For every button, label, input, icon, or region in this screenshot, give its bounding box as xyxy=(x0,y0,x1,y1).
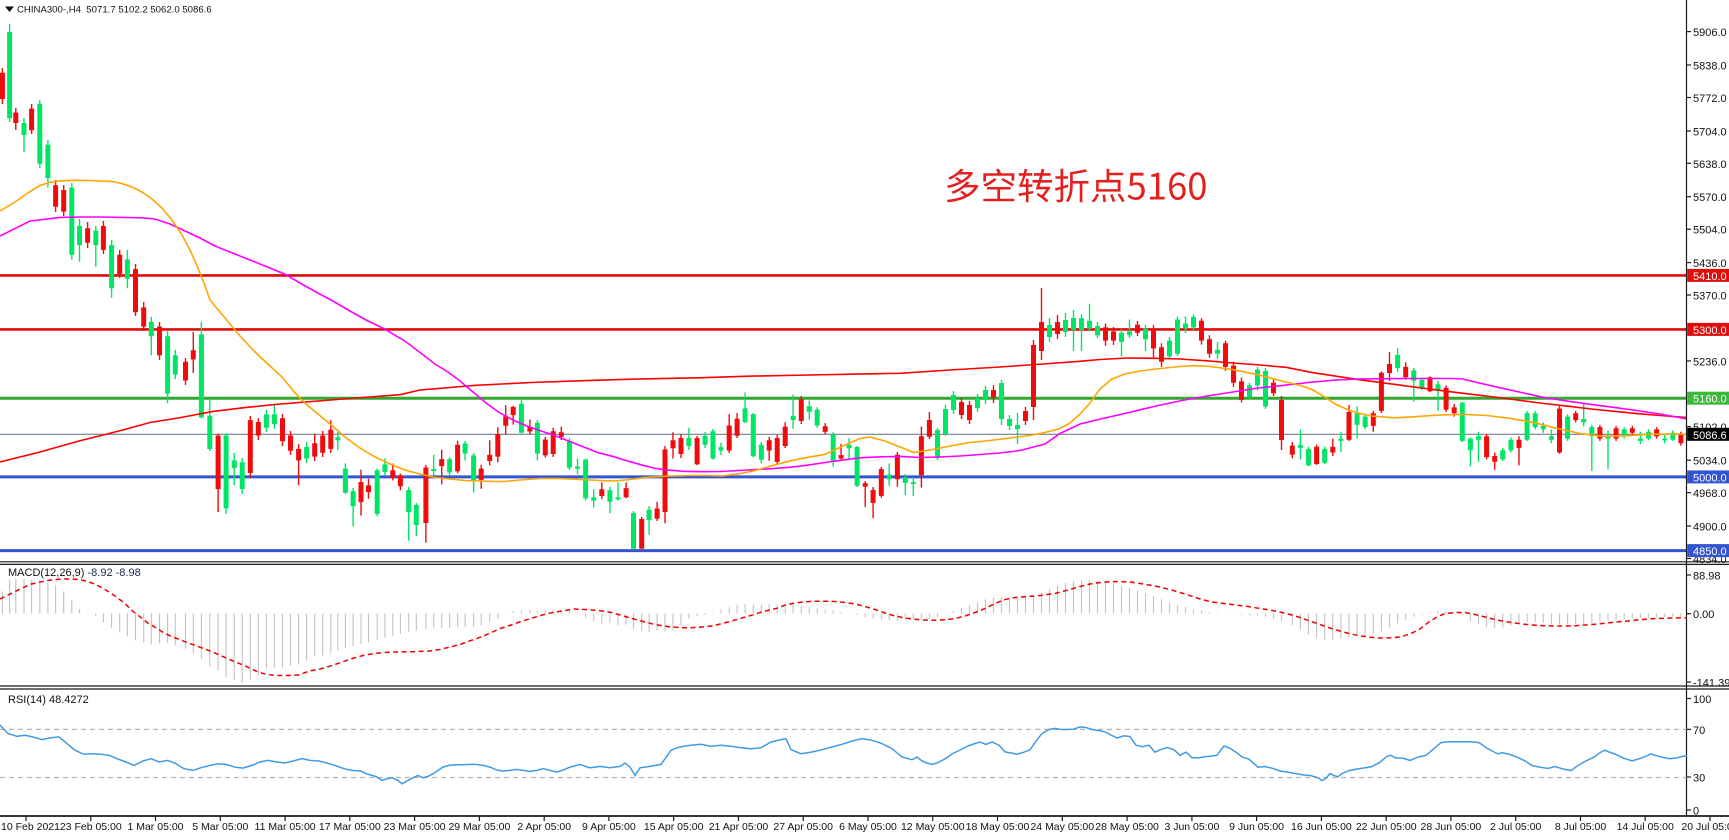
svg-text:5704.0: 5704.0 xyxy=(1693,127,1727,139)
svg-text:28 Jun 05:00: 28 Jun 05:00 xyxy=(1421,821,1482,833)
svg-text:9 Jun 05:00: 9 Jun 05:00 xyxy=(1229,821,1284,833)
svg-text:5236.0: 5236.0 xyxy=(1693,356,1727,368)
svg-text:27 Apr 05:00: 27 Apr 05:00 xyxy=(773,821,833,833)
svg-text:0.00: 0.00 xyxy=(1693,609,1714,621)
svg-text:4850.0: 4850.0 xyxy=(1693,546,1727,558)
svg-text:5906.0: 5906.0 xyxy=(1693,27,1727,39)
svg-text:30: 30 xyxy=(1693,773,1705,785)
svg-text:5410.0: 5410.0 xyxy=(1693,271,1727,283)
svg-text:5504.0: 5504.0 xyxy=(1693,225,1727,237)
svg-text:70: 70 xyxy=(1693,725,1705,737)
svg-text:100: 100 xyxy=(1693,694,1711,706)
svg-text:2 Apr 05:00: 2 Apr 05:00 xyxy=(517,821,571,833)
svg-text:15 Apr 05:00: 15 Apr 05:00 xyxy=(644,821,704,833)
svg-text:88.98: 88.98 xyxy=(1693,571,1721,583)
svg-text:12 May 05:00: 12 May 05:00 xyxy=(901,821,965,833)
svg-text:29 Mar 05:00: 29 Mar 05:00 xyxy=(448,821,510,833)
svg-text:5638.0: 5638.0 xyxy=(1693,159,1727,171)
svg-text:5370.0: 5370.0 xyxy=(1693,291,1727,303)
svg-text:6 May 05:00: 6 May 05:00 xyxy=(839,821,897,833)
svg-text:17 Mar 05:00: 17 Mar 05:00 xyxy=(319,821,381,833)
svg-text:-141.39: -141.39 xyxy=(1693,678,1729,690)
svg-text:5436.0: 5436.0 xyxy=(1693,258,1727,270)
svg-text:RSI(14) 48.4272: RSI(14) 48.4272 xyxy=(8,694,89,706)
svg-text:16 Jun 05:00: 16 Jun 05:00 xyxy=(1291,821,1352,833)
svg-text:23 Mar 05:00: 23 Mar 05:00 xyxy=(384,821,446,833)
svg-text:3 Jun 05:00: 3 Jun 05:00 xyxy=(1164,821,1219,833)
svg-text:0: 0 xyxy=(1693,806,1699,818)
svg-text:24 May 05:00: 24 May 05:00 xyxy=(1030,821,1094,833)
svg-text:10 Feb 2021: 10 Feb 2021 xyxy=(1,821,60,833)
svg-text:5160.0: 5160.0 xyxy=(1693,394,1727,406)
svg-text:CHINA300-,H4 5071.7 5102.2 50: CHINA300-,H4 5071.7 5102.2 5062.0 5086.6 xyxy=(17,5,212,16)
svg-text:9 Apr 05:00: 9 Apr 05:00 xyxy=(582,821,636,833)
svg-text:MACD(12,26,9) -8.92 -8.98: MACD(12,26,9) -8.92 -8.98 xyxy=(8,567,141,579)
svg-text:4968.0: 4968.0 xyxy=(1693,488,1727,500)
svg-text:5838.0: 5838.0 xyxy=(1693,61,1727,73)
svg-text:5570.0: 5570.0 xyxy=(1693,192,1727,204)
svg-text:5000.0: 5000.0 xyxy=(1693,472,1727,484)
svg-text:20 Jul 05:00: 20 Jul 05:00 xyxy=(1681,821,1729,833)
svg-text:28 May 05:00: 28 May 05:00 xyxy=(1095,821,1159,833)
svg-text:23 Feb 05:00: 23 Feb 05:00 xyxy=(60,821,122,833)
svg-text:5772.0: 5772.0 xyxy=(1693,93,1727,105)
svg-text:21 Apr 05:00: 21 Apr 05:00 xyxy=(709,821,769,833)
svg-text:22 Jun 05:00: 22 Jun 05:00 xyxy=(1356,821,1417,833)
svg-text:18 May 05:00: 18 May 05:00 xyxy=(966,821,1030,833)
svg-text:5300.0: 5300.0 xyxy=(1693,325,1727,337)
svg-text:5 Mar 05:00: 5 Mar 05:00 xyxy=(192,821,248,833)
svg-text:14 Jul 05:00: 14 Jul 05:00 xyxy=(1617,821,1674,833)
svg-text:11 Mar 05:00: 11 Mar 05:00 xyxy=(255,821,316,833)
svg-text:4900.0: 4900.0 xyxy=(1693,522,1727,534)
svg-text:8 Jul 05:00: 8 Jul 05:00 xyxy=(1555,821,1607,833)
svg-text:5086.6: 5086.6 xyxy=(1693,430,1727,442)
svg-text:1 Mar 05:00: 1 Mar 05:00 xyxy=(127,821,183,833)
svg-text:2 Jul 05:00: 2 Jul 05:00 xyxy=(1490,821,1542,833)
svg-text:5034.0: 5034.0 xyxy=(1693,456,1727,468)
